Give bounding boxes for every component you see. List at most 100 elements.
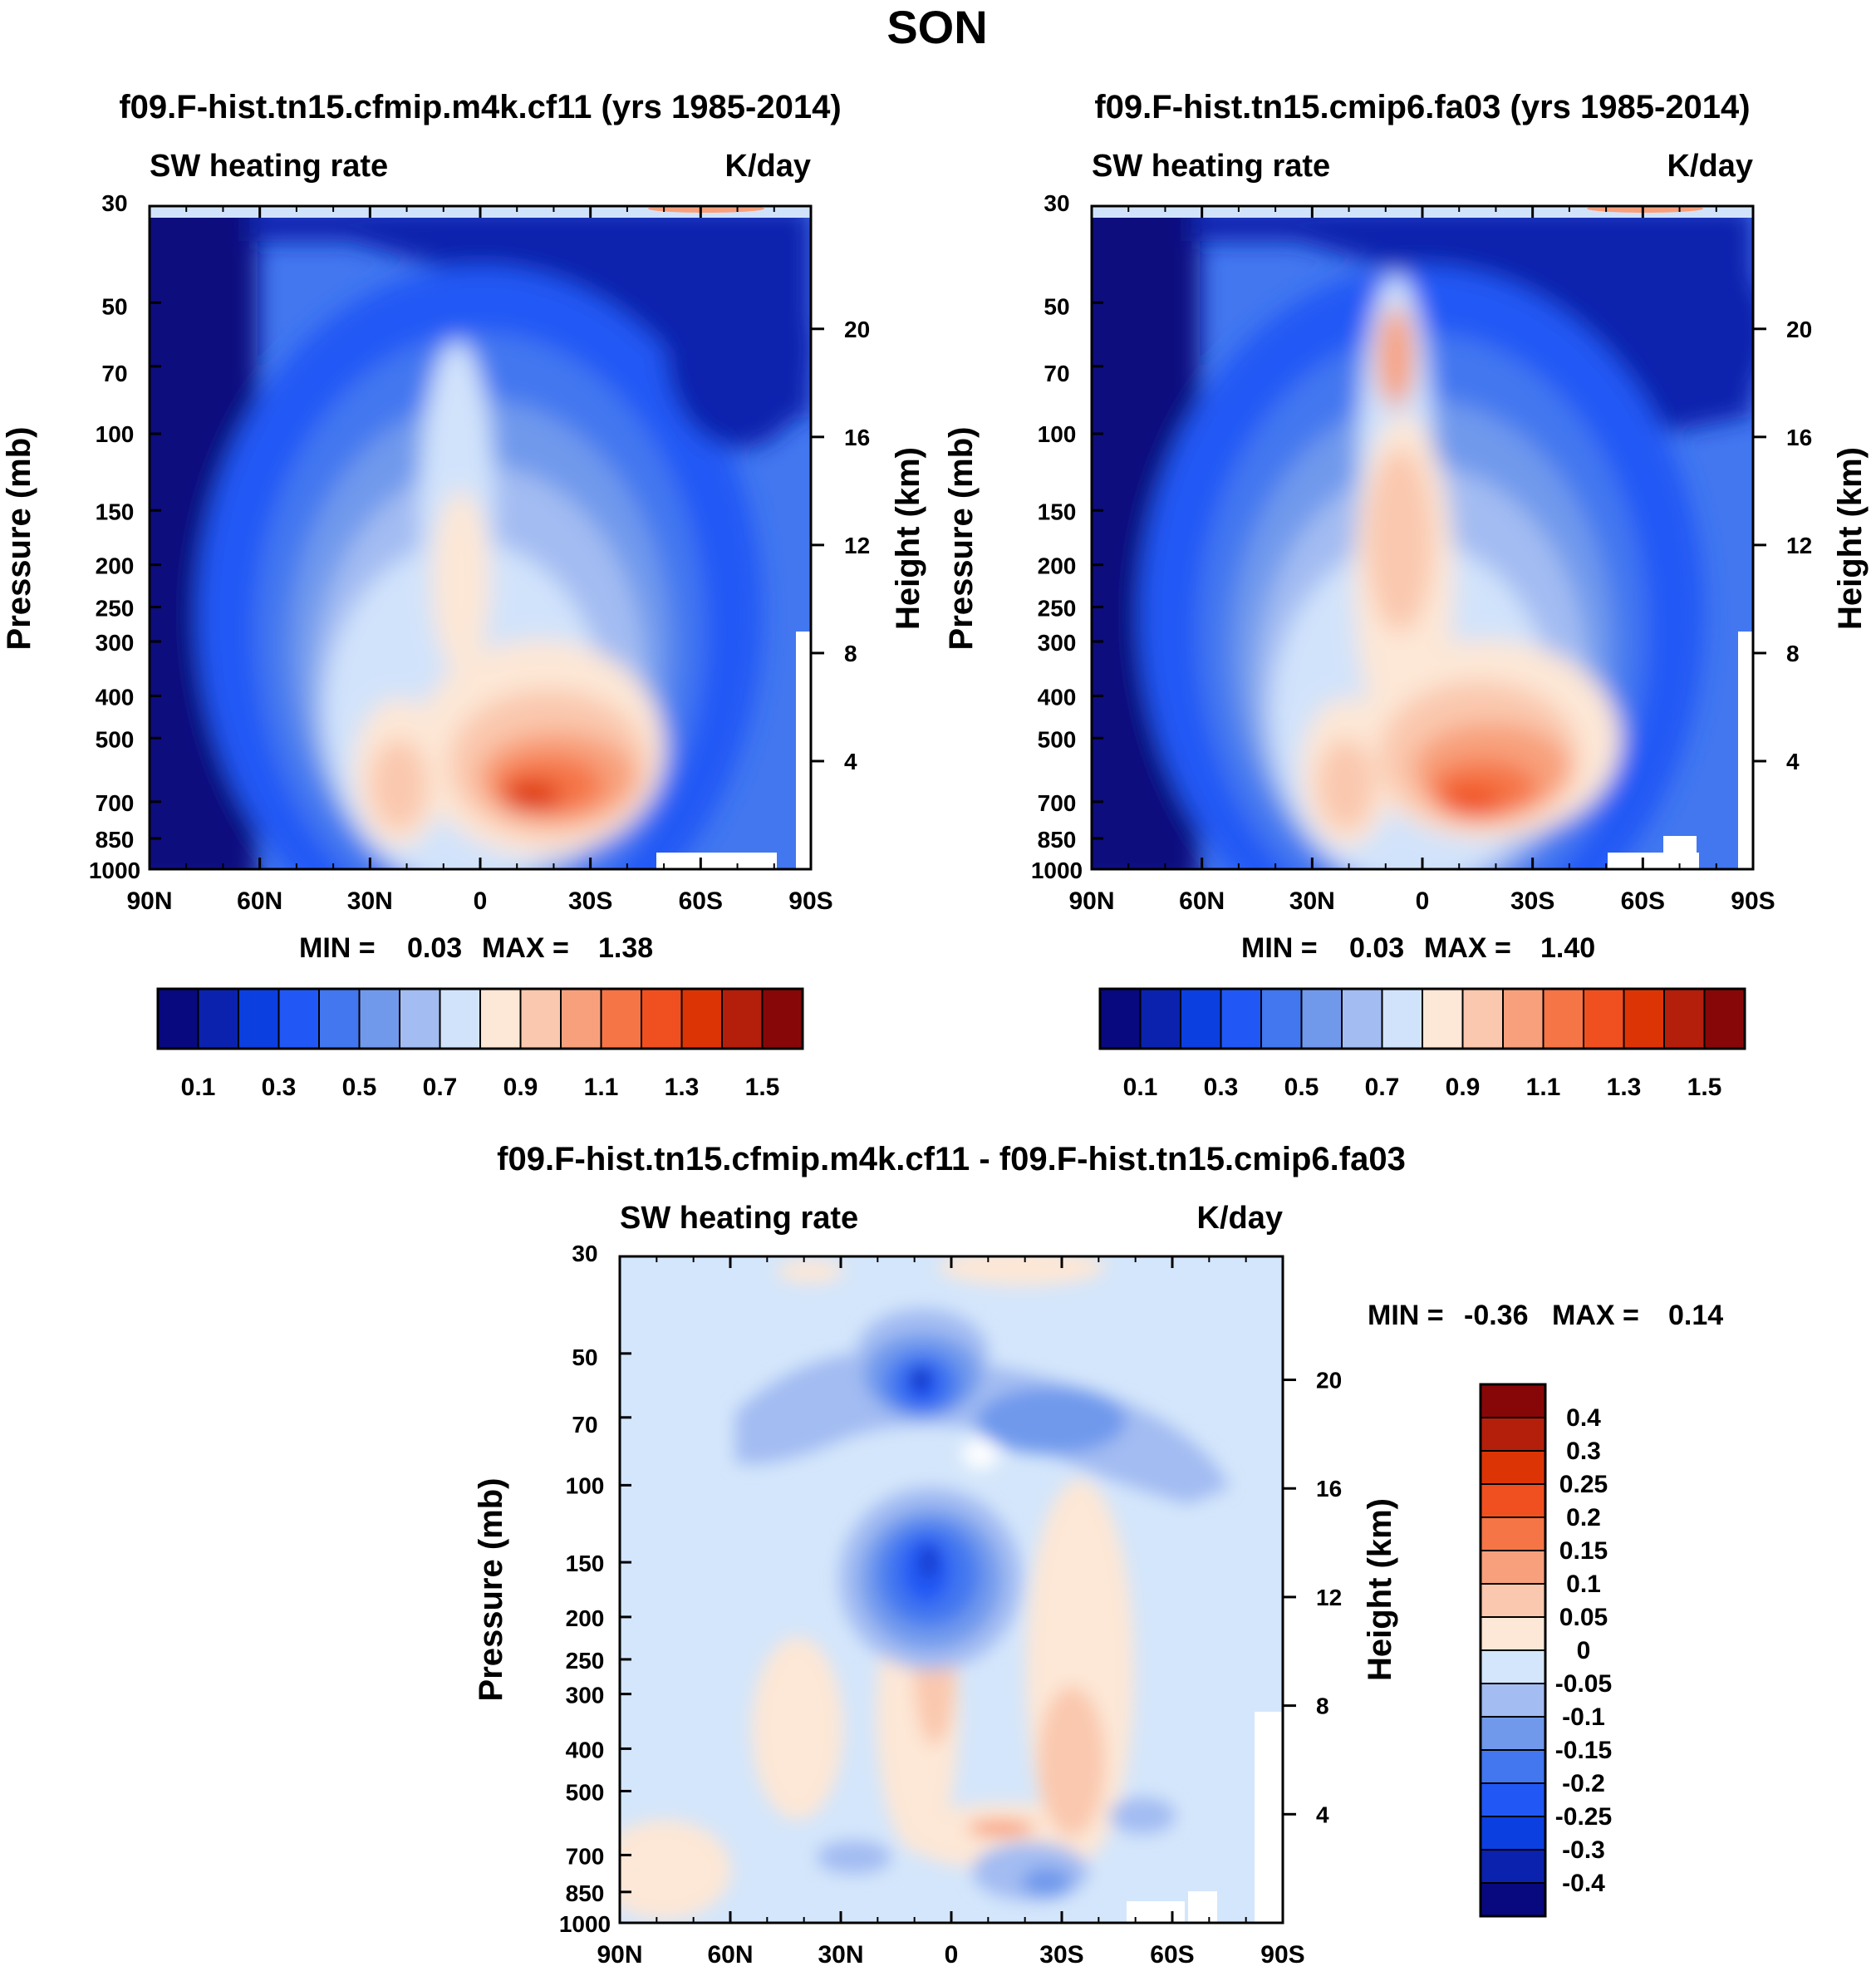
x-tick-label: 30N [818,1941,863,1969]
panel-diff-contour-field [620,1256,1283,1923]
panel-diff-axes: 90N 60N 30N 0 30S 60S 90S 30 50 70 100 150 200 250 300… [559,1241,1342,1969]
panel-2-contour-field [1092,206,1753,869]
colorbar-label: -0.15 [1555,1737,1612,1764]
y-tick-label: 700 [1038,790,1077,816]
colorbar-box [641,988,683,1049]
colorbar-box [1480,1516,1546,1551]
colorbar-label: -0.25 [1555,1803,1612,1831]
panel-diff-max-label: MAX = [1552,1300,1639,1331]
y-tick-label: 50 [101,293,127,319]
x-tick-label: 30N [1289,887,1335,915]
y-tick-label: 150 [1038,499,1077,524]
y-tick-label: 200 [566,1605,605,1631]
colorbar-box [1300,988,1343,1049]
colorbar-box [600,988,642,1049]
x-tick-label: 60N [1179,887,1225,915]
colorbar-label: 0.1 [1123,1074,1158,1101]
height-tick-label: 20 [1786,317,1812,342]
colorbar-box [1461,988,1504,1049]
colorbar-label: 0.25 [1559,1471,1608,1498]
colorbar-box [1480,1683,1546,1718]
y-tick-label: 30 [572,1241,597,1266]
panel-2-min-value: 0.03 [1349,932,1404,964]
colorbar-frame [1479,1383,1547,1918]
y-tick-label: 400 [1038,684,1077,710]
y-tick-label: 500 [1038,726,1077,752]
panel-1-min-value: 0.03 [407,932,462,964]
y-tick-label: 150 [566,1551,605,1576]
colorbar-box [1422,988,1464,1049]
y-tick-label: 400 [566,1737,605,1762]
colorbar-box [1480,1417,1546,1452]
panel-2-colorbar: 0.1 0.3 0.5 0.7 0.9 1.1 1.3 1.5 [1098,987,1746,1101]
panel-1-max-label: MAX = [482,932,569,964]
x-tick-label: 60S [1150,1941,1194,1969]
x-tick-label: 0 [945,1941,959,1969]
colorbar-label: 0.5 [342,1074,377,1101]
height-tick-label: 8 [1786,641,1800,666]
panel-diff-colorbar: 0.4 0.3 0.25 0.2 0.15 0.1 0.05 0 -0.05 -0.1 -0.15 -… [1479,1383,1612,1918]
x-tick-label: 30N [347,887,393,915]
colorbar-label: 0.9 [503,1074,538,1101]
colorbar-box [1480,1782,1546,1817]
colorbar-label: 1.3 [1607,1074,1642,1101]
panel-2-ylabel: Pressure (mb) [943,427,980,651]
colorbar-box [1381,988,1423,1049]
y-tick-label: 100 [566,1472,605,1498]
height-tick-label: 16 [1786,425,1812,450]
panel-2-max-label: MAX = [1424,932,1511,964]
colorbar-box [479,988,522,1049]
colorbar-box [519,988,562,1049]
x-tick-label: 90S [1260,1941,1304,1969]
colorbar-box [1480,1450,1546,1485]
colorbar-box [1480,1716,1546,1751]
colorbar-box [1542,988,1584,1049]
colorbar-box [1480,1882,1546,1917]
height-tick-label: 16 [1316,1476,1342,1502]
colorbar-box [1099,988,1142,1049]
colorbar-label: 0.3 [262,1074,297,1101]
colorbar-label: 0.2 [1566,1504,1601,1531]
colorbar-label: 0.7 [1365,1074,1400,1101]
x-tick-label: 30S [1510,887,1554,915]
panel-2-axes: 90N 60N 30N 0 30S 60S 90S 30 50 70 100 150 200 250 300… [1031,190,1812,915]
panel-1-right-label: K/day [725,149,811,184]
height-tick-label: 20 [844,317,870,342]
colorbar-label: 1.5 [745,1074,780,1101]
colorbar-box [721,988,764,1049]
colorbar-label: 1.1 [1526,1074,1561,1101]
height-tick-label: 16 [844,425,870,450]
colorbar-box [1480,1483,1546,1518]
colorbar-box [1139,988,1181,1049]
colorbar-box [761,988,803,1049]
colorbar-box [1260,988,1303,1049]
y-tick-label: 1000 [559,1911,611,1937]
colorbar-label: 0.1 [181,1074,216,1101]
x-tick-label: 60S [679,887,723,915]
y-tick-label: 1000 [89,858,140,883]
colorbar-box [1480,1649,1546,1684]
y-tick-label: 70 [1044,361,1069,386]
colorbar-box [1480,1583,1546,1618]
height-tick-label: 4 [1786,749,1800,774]
panel-1-ylabel: Pressure (mb) [1,427,37,651]
y-tick-label: 150 [96,499,135,524]
height-tick-label: 8 [1316,1693,1329,1719]
colorbar-box [1623,988,1665,1049]
panel-1-max-value: 1.38 [598,932,653,964]
panel-2-ylabel-right: Height (km) [1832,447,1869,630]
colorbar-label: 1.5 [1687,1074,1722,1101]
height-tick-label: 12 [1786,533,1812,558]
y-tick-label: 250 [1038,596,1077,622]
colorbar-box [238,988,280,1049]
panel-1-colorbar: 0.1 0.3 0.5 0.7 0.9 1.1 1.3 1.5 [156,987,804,1101]
panel-2-max-value: 1.40 [1540,932,1595,964]
colorbar-label: 0.05 [1559,1604,1608,1631]
height-tick-label: 8 [844,641,857,666]
colorbar-box [1703,988,1746,1049]
colorbar-box [157,988,199,1049]
height-tick-label: 12 [1316,1585,1342,1610]
panel-diff-min-value: -0.36 [1464,1300,1529,1331]
figure-title: SON [886,1,987,53]
